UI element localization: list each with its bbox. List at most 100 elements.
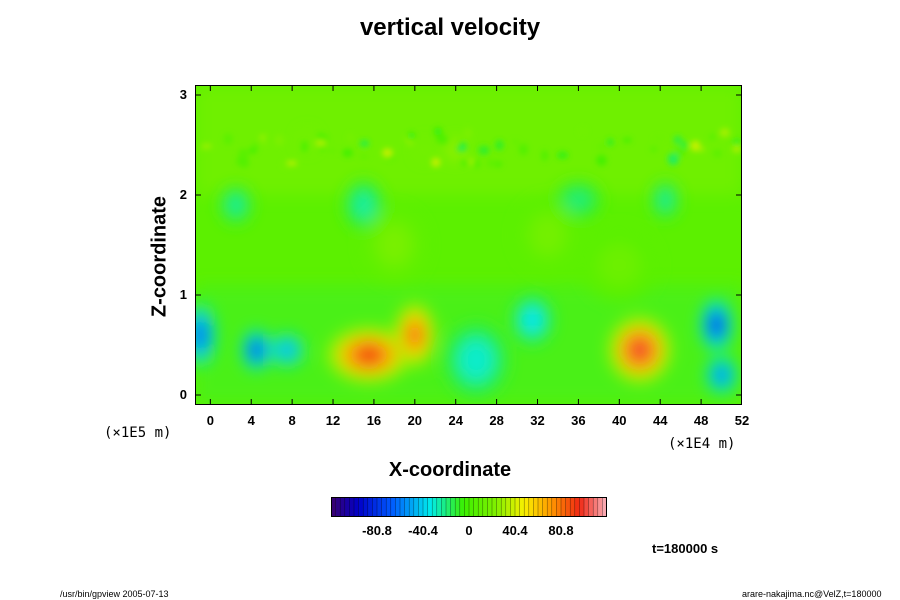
heatmap-plot bbox=[195, 85, 742, 405]
field-speckle bbox=[347, 133, 354, 142]
field-speckle bbox=[478, 145, 490, 155]
colorbar-cell bbox=[450, 497, 456, 517]
x-tick-label: 44 bbox=[652, 413, 668, 428]
y-tick-label: 3 bbox=[179, 87, 187, 102]
x-tick-label: 32 bbox=[530, 413, 545, 428]
field-speckle bbox=[622, 137, 632, 143]
colorbar-cell bbox=[515, 497, 520, 517]
x-unit-label: (×1E4 m) bbox=[668, 436, 736, 452]
x-tick-label: 36 bbox=[571, 413, 586, 428]
colorbar-cell bbox=[579, 497, 585, 517]
field-speckle bbox=[463, 127, 473, 140]
x-tick-label: 8 bbox=[288, 413, 296, 428]
colorbar-cell bbox=[381, 497, 387, 517]
colorbar-tick-label: 0 bbox=[465, 523, 473, 538]
x-tick-label: 28 bbox=[489, 413, 504, 428]
field-speckle bbox=[719, 127, 730, 138]
colorbar-cell bbox=[602, 497, 607, 517]
colorbar-cell bbox=[432, 497, 438, 517]
field-speckle bbox=[359, 153, 369, 160]
y-tick-label: 1 bbox=[179, 287, 187, 302]
colorbar-cell bbox=[349, 497, 355, 517]
field-feature bbox=[710, 316, 722, 334]
colorbar-cell bbox=[409, 497, 415, 517]
colorbar-tick-label: -40.4 bbox=[408, 523, 438, 538]
x-tick-label: 4 bbox=[247, 413, 255, 428]
time-label: t=180000 s bbox=[652, 541, 719, 556]
colorbar-cell bbox=[473, 497, 479, 517]
colorbar-cell bbox=[533, 497, 539, 517]
colorbar-cell bbox=[386, 497, 392, 517]
x-tick-label: 12 bbox=[325, 413, 341, 428]
field-speckle bbox=[200, 143, 213, 149]
colorbar-cell bbox=[501, 497, 507, 517]
field-speckle bbox=[578, 127, 587, 135]
colorbar-cell bbox=[331, 497, 336, 517]
field-speckle bbox=[431, 157, 441, 167]
x-tick-label: 0 bbox=[206, 413, 214, 428]
field-feature bbox=[712, 364, 731, 386]
colorbar-cell bbox=[528, 497, 534, 517]
field-speckle bbox=[285, 160, 298, 166]
field-speckle bbox=[596, 143, 607, 151]
colorbar-cell bbox=[395, 497, 401, 517]
colorbar-frame bbox=[331, 497, 607, 517]
footer-right: arare-nakajima.nc@VelZ,t=180000 bbox=[742, 589, 882, 599]
colorbar-cell bbox=[446, 497, 451, 517]
x-tick-label: 16 bbox=[366, 413, 382, 428]
colorbar-tick-label: 40.4 bbox=[502, 523, 528, 538]
colorbar-cell bbox=[584, 497, 589, 517]
field-speckle bbox=[556, 151, 569, 159]
field-feature bbox=[376, 224, 413, 266]
field-speckle bbox=[472, 159, 480, 169]
field-speckle bbox=[518, 143, 529, 156]
field-speckle bbox=[223, 133, 233, 145]
colorbar-cell bbox=[593, 497, 599, 517]
colorbar-cell bbox=[469, 497, 474, 517]
x-tick-label: 52 bbox=[734, 413, 750, 428]
colorbar-cell bbox=[455, 497, 461, 517]
colorbar-cell bbox=[413, 497, 419, 517]
y-tick-label: 2 bbox=[179, 187, 187, 202]
x-tick-label: 20 bbox=[407, 413, 423, 428]
colorbar-cell bbox=[524, 497, 530, 517]
field-feature bbox=[195, 323, 206, 347]
field-speckle bbox=[606, 138, 614, 146]
colorbar-cell bbox=[505, 497, 511, 517]
field-speckle bbox=[673, 135, 682, 144]
colorbar-cell bbox=[496, 497, 502, 517]
field-feature bbox=[407, 323, 423, 347]
y-tick-label: 0 bbox=[179, 387, 187, 402]
field-speckle bbox=[487, 159, 495, 168]
field-speckle bbox=[709, 134, 716, 140]
colorbar-tick-label: -80.8 bbox=[362, 523, 392, 538]
field-speckle bbox=[314, 139, 327, 147]
chart-title: vertical velocity bbox=[359, 14, 541, 41]
x-tick-label: 48 bbox=[693, 413, 709, 428]
field-speckle bbox=[342, 148, 353, 157]
field-feature bbox=[276, 340, 298, 360]
field-speckle bbox=[248, 148, 257, 153]
field-speckle bbox=[195, 150, 204, 155]
field-speckle bbox=[541, 150, 548, 162]
field-speckle bbox=[460, 160, 470, 166]
colorbar-cell bbox=[565, 497, 571, 517]
colorbar-cell bbox=[335, 497, 341, 517]
colorbar-cell bbox=[574, 497, 580, 517]
field-speckle bbox=[731, 139, 742, 145]
colorbar-cell bbox=[367, 497, 373, 517]
colorbar-cell bbox=[561, 497, 566, 517]
field-speckle bbox=[680, 141, 688, 150]
plot-frame bbox=[195, 85, 742, 405]
upper-field-band bbox=[195, 85, 742, 195]
field-feature bbox=[451, 144, 461, 156]
colorbar-cell bbox=[547, 497, 553, 517]
field-speckle bbox=[649, 146, 658, 153]
colorbar bbox=[331, 497, 607, 517]
field-feature bbox=[597, 244, 641, 286]
field-feature bbox=[628, 338, 651, 362]
colorbar-cell bbox=[510, 497, 516, 517]
field-feature bbox=[420, 144, 430, 156]
colorbar-cell bbox=[441, 497, 447, 517]
field-speckle bbox=[262, 136, 275, 143]
